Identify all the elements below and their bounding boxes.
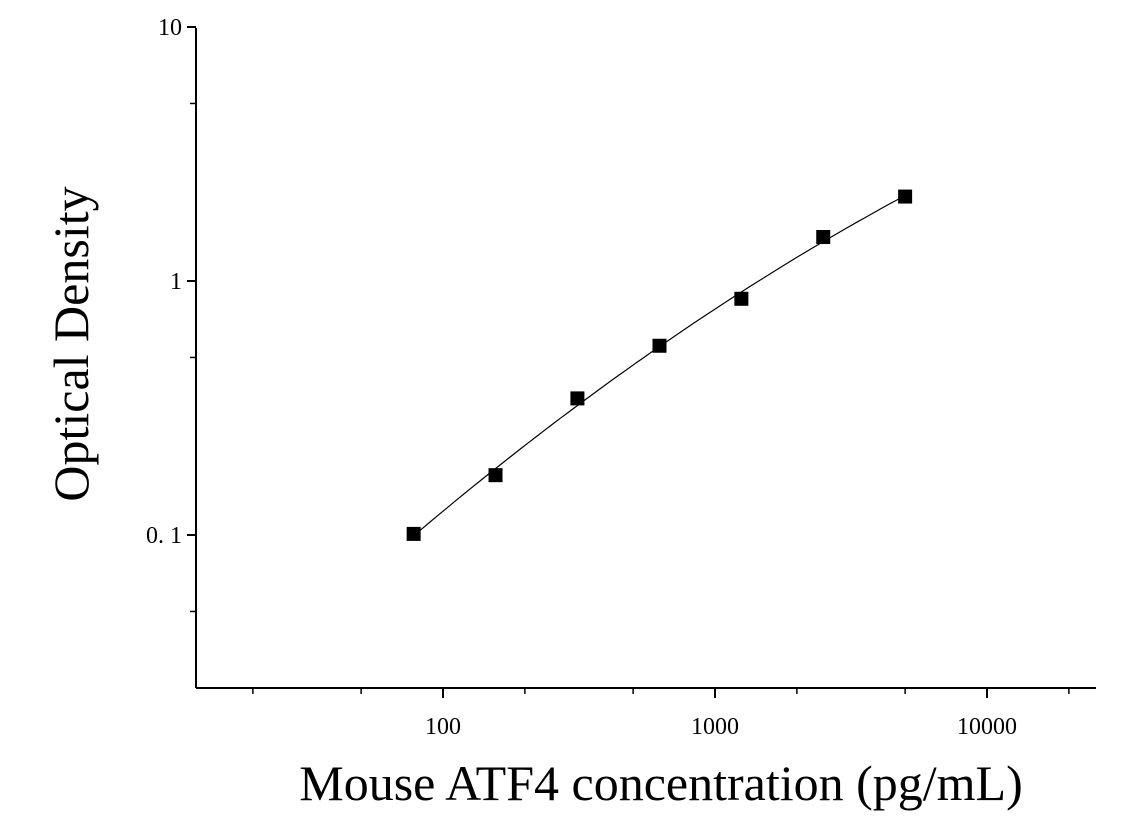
axes: 0. 1 1 10 100 1000 10000 <box>146 15 1096 740</box>
y-tick-label: 1 <box>170 269 182 295</box>
x-tick-label: 1000 <box>691 714 739 740</box>
data-point <box>488 468 503 483</box>
data-points <box>406 189 913 541</box>
y-tick-label: 0. 1 <box>146 523 182 549</box>
data-point <box>570 391 585 406</box>
data-point <box>652 338 667 353</box>
x-axis-title: Mouse ATF4 concentration (pg/mL) <box>299 755 1023 811</box>
y-axis-title: Optical Density <box>43 186 99 501</box>
fit-curve <box>413 194 906 537</box>
data-point <box>898 189 913 204</box>
x-tick-label: 10000 <box>957 714 1017 740</box>
x-tick-label: 100 <box>425 714 461 740</box>
fit-curve-group <box>413 194 906 537</box>
data-point <box>406 526 421 541</box>
y-tick-label: 10 <box>158 15 182 41</box>
data-point <box>734 291 749 306</box>
data-point <box>816 230 831 245</box>
